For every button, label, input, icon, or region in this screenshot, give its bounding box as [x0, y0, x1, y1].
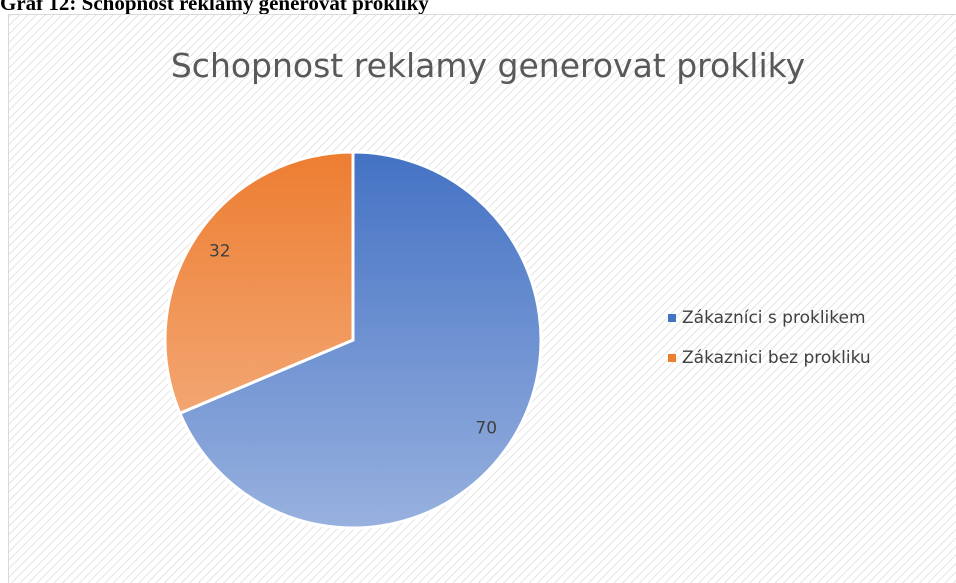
- legend-swatch: [668, 314, 676, 322]
- data-label: 32: [209, 242, 231, 262]
- chart-title: Schopnost reklamy generovat prokliky: [171, 46, 805, 85]
- legend-label: Zákaznici bez prokliku: [682, 348, 871, 368]
- pie: 70 32: [163, 150, 543, 530]
- legend-label: Zákazníci s proklikem: [682, 308, 866, 328]
- data-label: 70: [475, 418, 497, 438]
- legend-swatch: [668, 354, 676, 362]
- caption: Graf 12: Schopnost reklamy generovat pro…: [0, 0, 429, 15]
- legend: Zákazníci s proklikem Zákaznici bez prokl…: [668, 308, 871, 368]
- slice: [163, 150, 355, 416]
- slice: [177, 150, 543, 530]
